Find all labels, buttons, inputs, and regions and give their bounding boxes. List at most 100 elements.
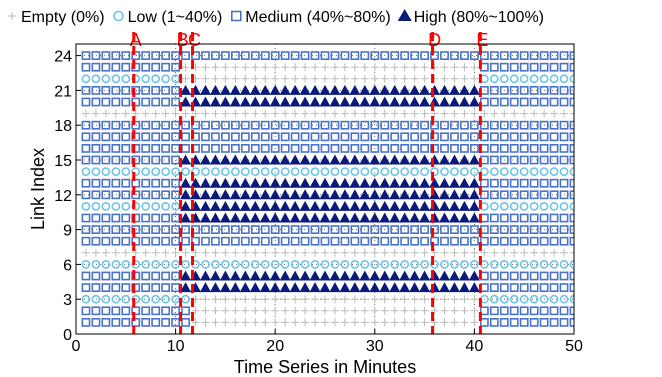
data-point-medium bbox=[111, 236, 121, 246]
data-point-high bbox=[279, 84, 291, 95]
y-tick-label: 21 bbox=[54, 83, 72, 100]
marker-label-b: B bbox=[177, 30, 189, 50]
data-point-medium bbox=[111, 271, 121, 281]
data-point-medium bbox=[489, 144, 499, 153]
data-point-high bbox=[259, 282, 271, 293]
data-point-high bbox=[468, 200, 480, 211]
data-point-medium bbox=[499, 144, 509, 153]
data-point-medium bbox=[81, 236, 91, 246]
data-point-empty bbox=[271, 295, 280, 304]
data-point-medium bbox=[469, 144, 479, 153]
data-point-empty bbox=[191, 318, 200, 327]
data-point-low bbox=[181, 167, 190, 176]
data-point-medium bbox=[101, 120, 111, 130]
data-point-medium bbox=[320, 225, 330, 234]
data-point-medium bbox=[549, 213, 559, 223]
data-point-high bbox=[209, 282, 221, 293]
data-point-low bbox=[360, 259, 370, 269]
data-point-medium bbox=[250, 51, 260, 60]
data-point-high bbox=[389, 84, 401, 95]
data-point-medium bbox=[499, 86, 509, 95]
x-tick-label: 30 bbox=[366, 338, 384, 355]
data-point-high bbox=[419, 282, 431, 293]
data-point-empty bbox=[400, 295, 409, 304]
data-point-high bbox=[269, 189, 281, 200]
data-point-empty bbox=[390, 74, 399, 83]
data-point-empty bbox=[560, 248, 569, 257]
data-point-medium bbox=[469, 132, 479, 142]
data-point-medium bbox=[290, 120, 300, 130]
data-point-high bbox=[319, 189, 331, 200]
data-point-low bbox=[161, 294, 171, 304]
data-point-medium bbox=[161, 317, 171, 327]
data-point-medium bbox=[499, 271, 509, 281]
data-point-low bbox=[81, 201, 91, 211]
data-point-empty bbox=[201, 295, 210, 304]
data-point-empty bbox=[440, 63, 449, 72]
data-point-empty bbox=[460, 248, 469, 257]
data-point-low bbox=[201, 167, 210, 176]
data-point-high bbox=[329, 154, 341, 165]
data-point-medium bbox=[569, 283, 574, 292]
legend-item-high: High (80%~100%) bbox=[397, 9, 544, 26]
data-point-medium bbox=[290, 225, 300, 234]
data-point-low bbox=[469, 167, 479, 176]
data-point-medium bbox=[519, 271, 529, 281]
data-point-empty bbox=[161, 248, 170, 257]
data-point-empty bbox=[231, 295, 240, 304]
data-point-medium bbox=[201, 51, 210, 60]
data-point-high bbox=[359, 270, 371, 281]
data-point-medium bbox=[519, 213, 529, 223]
data-point-medium bbox=[141, 132, 151, 142]
data-point-medium bbox=[430, 120, 439, 130]
data-point-medium bbox=[499, 132, 509, 142]
data-point-medium bbox=[519, 51, 529, 60]
data-point-medium bbox=[81, 225, 91, 234]
data-point-medium bbox=[499, 213, 509, 223]
data-point-medium bbox=[450, 225, 459, 234]
data-point-high bbox=[369, 282, 381, 293]
data-point-high bbox=[389, 189, 401, 200]
data-point-medium bbox=[400, 144, 410, 153]
data-point-medium bbox=[181, 236, 190, 246]
data-point-empty bbox=[370, 109, 379, 118]
y-tick-label: 15 bbox=[54, 153, 72, 170]
data-point-medium bbox=[509, 283, 519, 292]
data-point-medium bbox=[181, 306, 190, 316]
data-point-high bbox=[269, 200, 281, 211]
data-point-medium bbox=[101, 190, 111, 200]
data-point-low bbox=[499, 259, 509, 269]
data-point-medium bbox=[370, 51, 380, 60]
data-point-empty bbox=[450, 74, 459, 83]
data-point-medium bbox=[270, 51, 280, 60]
data-point-medium bbox=[221, 132, 230, 142]
data-point-high bbox=[349, 189, 361, 200]
data-point-empty bbox=[520, 109, 529, 118]
data-point-medium bbox=[141, 213, 151, 223]
data-point-high bbox=[439, 189, 451, 200]
data-point-medium bbox=[489, 236, 499, 246]
data-point-empty bbox=[311, 295, 320, 304]
data-point-medium bbox=[450, 236, 459, 246]
data-point-empty bbox=[380, 318, 389, 327]
data-point-medium bbox=[161, 144, 171, 153]
data-point-high bbox=[419, 84, 431, 95]
data-point-high bbox=[379, 84, 391, 95]
data-point-medium bbox=[101, 283, 111, 292]
data-point-low bbox=[549, 294, 559, 304]
y-tick-label: 24 bbox=[54, 49, 72, 66]
data-point-low bbox=[121, 167, 131, 176]
data-point-medium bbox=[101, 132, 111, 142]
y-tick-label: 18 bbox=[54, 118, 72, 135]
data-point-medium bbox=[161, 178, 171, 188]
data-point-empty bbox=[191, 109, 200, 118]
data-point-high bbox=[349, 154, 361, 165]
data-point-empty bbox=[271, 306, 280, 315]
data-point-medium bbox=[489, 51, 499, 60]
data-point-high bbox=[269, 96, 281, 107]
data-point-high bbox=[229, 96, 241, 107]
data-point-high bbox=[190, 189, 202, 200]
data-point-low bbox=[81, 259, 91, 269]
data-point-empty bbox=[340, 248, 349, 257]
data-point-medium bbox=[310, 120, 320, 130]
